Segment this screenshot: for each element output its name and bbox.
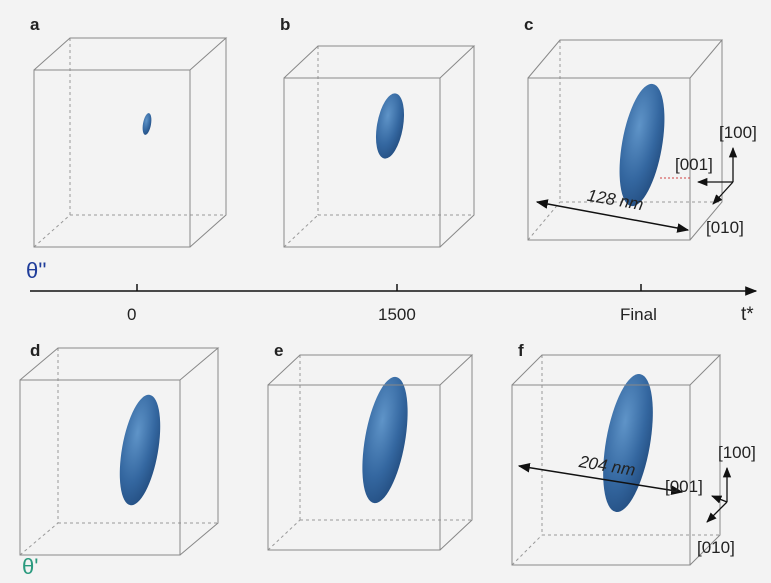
time-tick-label: Final bbox=[620, 305, 657, 324]
axis-label: t* bbox=[741, 304, 754, 325]
direction-label: [100] bbox=[718, 443, 756, 462]
phase-label: θ'' bbox=[26, 258, 47, 283]
direction-label: [100] bbox=[719, 123, 757, 142]
phase-label: θ' bbox=[22, 554, 38, 579]
figure: a b c d e f θ'' θ' 0 1500 Final t* 128 n… bbox=[0, 0, 771, 583]
direction-label: [010] bbox=[697, 538, 735, 557]
time-tick-label: 0 bbox=[127, 305, 136, 324]
direction-label: [010] bbox=[706, 218, 744, 237]
direction-label: [001] bbox=[665, 477, 703, 496]
panel-label: f bbox=[518, 341, 524, 360]
direction-label: [001] bbox=[675, 155, 713, 174]
panel-label: c bbox=[524, 15, 533, 34]
panel-label: d bbox=[30, 341, 40, 360]
panel-label: a bbox=[30, 15, 40, 34]
panel-label: e bbox=[274, 341, 283, 360]
time-tick-label: 1500 bbox=[378, 305, 416, 324]
panel-label: b bbox=[280, 15, 290, 34]
